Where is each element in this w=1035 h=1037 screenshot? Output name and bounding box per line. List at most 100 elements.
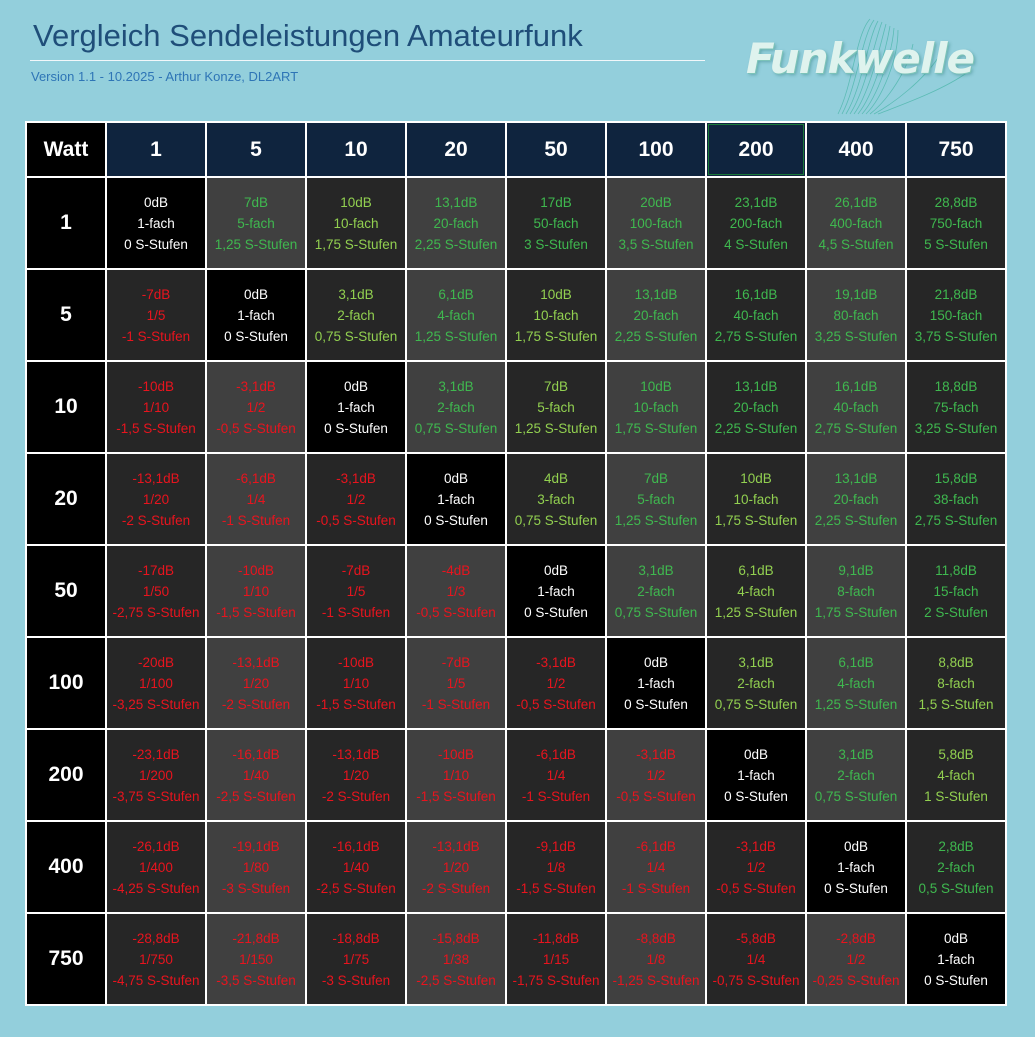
table-cell[interactable]: -7dB 1/5 -1 S-Stufen: [307, 546, 405, 636]
column-header-50w[interactable]: 50: [507, 123, 605, 176]
table-cell[interactable]: -10dB 1/10 -1,5 S-Stufen: [407, 730, 505, 820]
table-cell[interactable]: 0dB 1-fach 0 S-Stufen: [907, 914, 1005, 1004]
table-cell[interactable]: 10dB 10-fach 1,75 S-Stufen: [307, 178, 405, 268]
table-cell[interactable]: -3,1dB 1/2 -0,5 S-Stufen: [507, 638, 605, 728]
table-cell[interactable]: 10dB 10-fach 1,75 S-Stufen: [707, 454, 805, 544]
table-cell[interactable]: -13,1dB 1/20 -2 S-Stufen: [407, 822, 505, 912]
table-cell[interactable]: -28,8dB 1/750 -4,75 S-Stufen: [107, 914, 205, 1004]
table-cell[interactable]: 0dB 1-fach 0 S-Stufen: [407, 454, 505, 544]
table-cell[interactable]: -20dB 1/100 -3,25 S-Stufen: [107, 638, 205, 728]
table-cell[interactable]: 9,1dB 8-fach 1,75 S-Stufen: [807, 546, 905, 636]
table-cell[interactable]: 21,8dB 150-fach 3,75 S-Stufen: [907, 270, 1005, 360]
table-cell[interactable]: 13,1dB 20-fach 2,25 S-Stufen: [407, 178, 505, 268]
column-header-1w[interactable]: 1: [107, 123, 205, 176]
table-cell[interactable]: 11,8dB 15-fach 2 S-Stufen: [907, 546, 1005, 636]
row-header-20w[interactable]: 20: [27, 454, 105, 544]
table-cell[interactable]: -10dB 1/10 -1,5 S-Stufen: [207, 546, 305, 636]
table-cell[interactable]: 13,1dB 20-fach 2,25 S-Stufen: [807, 454, 905, 544]
table-cell[interactable]: -4dB 1/3 -0,5 S-Stufen: [407, 546, 505, 636]
column-header-5w[interactable]: 5: [207, 123, 305, 176]
table-cell[interactable]: 0dB 1-fach 0 S-Stufen: [307, 362, 405, 452]
table-cell[interactable]: -2,8dB 1/2 -0,25 S-Stufen: [807, 914, 905, 1004]
table-cell[interactable]: 2,8dB 2-fach 0,5 S-Stufen: [907, 822, 1005, 912]
table-cell[interactable]: 16,1dB 40-fach 2,75 S-Stufen: [707, 270, 805, 360]
table-cell[interactable]: 19,1dB 80-fach 3,25 S-Stufen: [807, 270, 905, 360]
table-cell[interactable]: -7dB 1/5 -1 S-Stufen: [107, 270, 205, 360]
table-cell[interactable]: 16,1dB 40-fach 2,75 S-Stufen: [807, 362, 905, 452]
row-header-10w[interactable]: 10: [27, 362, 105, 452]
row-header-400w[interactable]: 400: [27, 822, 105, 912]
table-cell[interactable]: -3,1dB 1/2 -0,5 S-Stufen: [207, 362, 305, 452]
table-cell[interactable]: -3,1dB 1/2 -0,5 S-Stufen: [607, 730, 705, 820]
table-cell[interactable]: -19,1dB 1/80 -3 S-Stufen: [207, 822, 305, 912]
table-cell[interactable]: 6,1dB 4-fach 1,25 S-Stufen: [807, 638, 905, 728]
table-cell[interactable]: -3,1dB 1/2 -0,5 S-Stufen: [707, 822, 805, 912]
table-cell[interactable]: 28,8dB 750-fach 5 S-Stufen: [907, 178, 1005, 268]
table-cell[interactable]: -6,1dB 1/4 -1 S-Stufen: [207, 454, 305, 544]
table-cell[interactable]: -6,1dB 1/4 -1 S-Stufen: [607, 822, 705, 912]
column-header-20w[interactable]: 20: [407, 123, 505, 176]
row-header-100w[interactable]: 100: [27, 638, 105, 728]
table-cell[interactable]: -15,8dB 1/38 -2,5 S-Stufen: [407, 914, 505, 1004]
table-cell[interactable]: -16,1dB 1/40 -2,5 S-Stufen: [207, 730, 305, 820]
row-header-1w[interactable]: 1: [27, 178, 105, 268]
table-cell[interactable]: 3,1dB 2-fach 0,75 S-Stufen: [707, 638, 805, 728]
table-cell[interactable]: -13,1dB 1/20 -2 S-Stufen: [107, 454, 205, 544]
table-cell[interactable]: 0dB 1-fach 0 S-Stufen: [507, 546, 605, 636]
table-cell[interactable]: -26,1dB 1/400 -4,25 S-Stufen: [107, 822, 205, 912]
row-header-50w[interactable]: 50: [27, 546, 105, 636]
table-cell[interactable]: 4dB 3-fach 0,75 S-Stufen: [507, 454, 605, 544]
table-cell[interactable]: 3,1dB 2-fach 0,75 S-Stufen: [607, 546, 705, 636]
cell-db: 7dB: [643, 470, 669, 486]
table-cell[interactable]: 3,1dB 2-fach 0,75 S-Stufen: [407, 362, 505, 452]
table-cell[interactable]: 6,1dB 4-fach 1,25 S-Stufen: [407, 270, 505, 360]
table-cell[interactable]: -3,1dB 1/2 -0,5 S-Stufen: [307, 454, 405, 544]
table-cell[interactable]: -10dB 1/10 -1,5 S-Stufen: [107, 362, 205, 452]
row-header-200w[interactable]: 200: [27, 730, 105, 820]
table-cell[interactable]: 6,1dB 4-fach 1,25 S-Stufen: [707, 546, 805, 636]
column-header-100w[interactable]: 100: [607, 123, 705, 176]
table-cell[interactable]: 5,8dB 4-fach 1 S-Stufen: [907, 730, 1005, 820]
table-cell[interactable]: -23,1dB 1/200 -3,75 S-Stufen: [107, 730, 205, 820]
column-header-750w[interactable]: 750: [907, 123, 1005, 176]
table-cell[interactable]: 10dB 10-fach 1,75 S-Stufen: [507, 270, 605, 360]
table-cell[interactable]: 10dB 10-fach 1,75 S-Stufen: [607, 362, 705, 452]
table-cell[interactable]: 8,8dB 8-fach 1,5 S-Stufen: [907, 638, 1005, 728]
row-header-750w[interactable]: 750: [27, 914, 105, 1004]
table-cell[interactable]: 7dB 5-fach 1,25 S-Stufen: [207, 178, 305, 268]
column-header-200w[interactable]: 200: [707, 123, 805, 176]
table-cell[interactable]: -21,8dB 1/150 -3,5 S-Stufen: [207, 914, 305, 1004]
table-cell[interactable]: -18,8dB 1/75 -3 S-Stufen: [307, 914, 405, 1004]
table-cell[interactable]: -5,8dB 1/4 -0,75 S-Stufen: [707, 914, 805, 1004]
table-cell[interactable]: 0dB 1-fach 0 S-Stufen: [207, 270, 305, 360]
table-cell[interactable]: 3,1dB 2-fach 0,75 S-Stufen: [307, 270, 405, 360]
table-cell[interactable]: -16,1dB 1/40 -2,5 S-Stufen: [307, 822, 405, 912]
column-header-10w[interactable]: 10: [307, 123, 405, 176]
table-cell[interactable]: -7dB 1/5 -1 S-Stufen: [407, 638, 505, 728]
table-cell[interactable]: -6,1dB 1/4 -1 S-Stufen: [507, 730, 605, 820]
table-cell[interactable]: 17dB 50-fach 3 S-Stufen: [507, 178, 605, 268]
table-cell[interactable]: 7dB 5-fach 1,25 S-Stufen: [507, 362, 605, 452]
table-cell[interactable]: -17dB 1/50 -2,75 S-Stufen: [107, 546, 205, 636]
table-cell[interactable]: 0dB 1-fach 0 S-Stufen: [607, 638, 705, 728]
table-cell[interactable]: 18,8dB 75-fach 3,25 S-Stufen: [907, 362, 1005, 452]
table-cell[interactable]: 26,1dB 400-fach 4,5 S-Stufen: [807, 178, 905, 268]
table-cell[interactable]: 7dB 5-fach 1,25 S-Stufen: [607, 454, 705, 544]
table-cell[interactable]: -10dB 1/10 -1,5 S-Stufen: [307, 638, 405, 728]
table-cell[interactable]: 23,1dB 200-fach 4 S-Stufen: [707, 178, 805, 268]
table-cell[interactable]: 0dB 1-fach 0 S-Stufen: [807, 822, 905, 912]
table-cell[interactable]: 3,1dB 2-fach 0,75 S-Stufen: [807, 730, 905, 820]
table-cell[interactable]: -13,1dB 1/20 -2 S-Stufen: [207, 638, 305, 728]
table-cell[interactable]: 0dB 1-fach 0 S-Stufen: [107, 178, 205, 268]
table-cell[interactable]: -8,8dB 1/8 -1,25 S-Stufen: [607, 914, 705, 1004]
table-cell[interactable]: -11,8dB 1/15 -1,75 S-Stufen: [507, 914, 605, 1004]
table-cell[interactable]: 13,1dB 20-fach 2,25 S-Stufen: [607, 270, 705, 360]
column-header-400w[interactable]: 400: [807, 123, 905, 176]
table-cell[interactable]: 15,8dB 38-fach 2,75 S-Stufen: [907, 454, 1005, 544]
table-cell[interactable]: 0dB 1-fach 0 S-Stufen: [707, 730, 805, 820]
table-cell[interactable]: -9,1dB 1/8 -1,5 S-Stufen: [507, 822, 605, 912]
table-cell[interactable]: -13,1dB 1/20 -2 S-Stufen: [307, 730, 405, 820]
table-cell[interactable]: 20dB 100-fach 3,5 S-Stufen: [607, 178, 705, 268]
table-cell[interactable]: 13,1dB 20-fach 2,25 S-Stufen: [707, 362, 805, 452]
row-header-5w[interactable]: 5: [27, 270, 105, 360]
